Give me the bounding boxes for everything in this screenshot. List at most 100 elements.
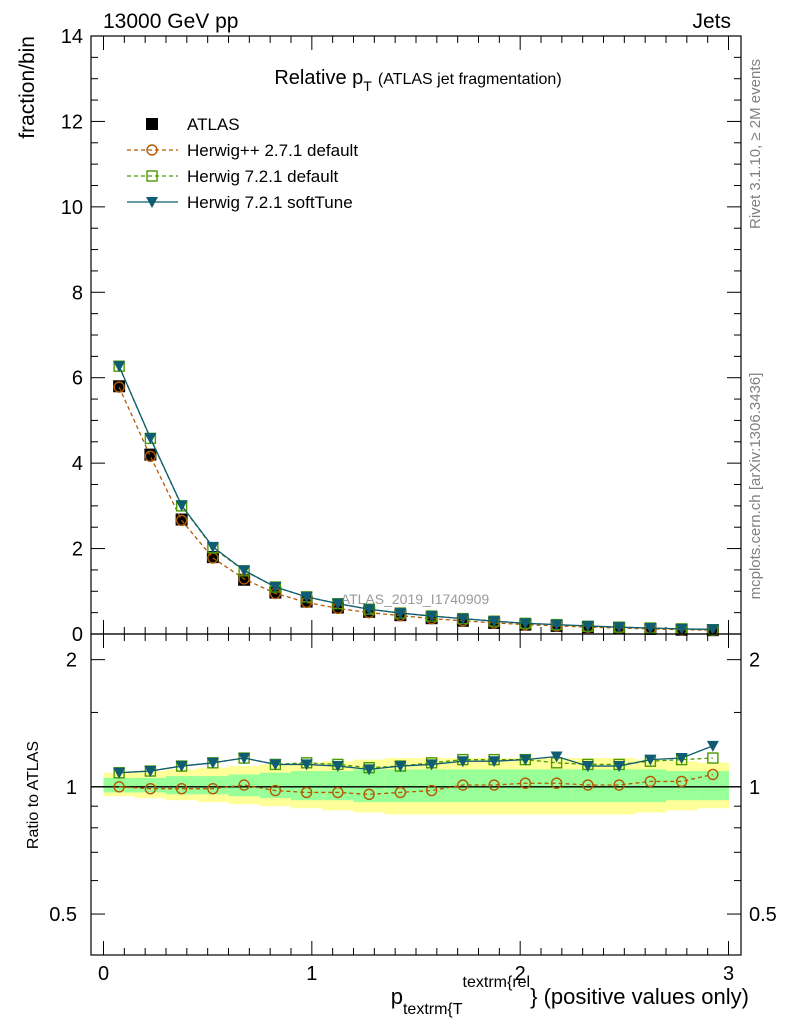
data-point	[707, 752, 719, 764]
data-point	[613, 761, 626, 773]
y-tick-label: 14	[61, 26, 83, 48]
y-tick-label: 10	[61, 197, 83, 219]
band-green	[447, 769, 479, 803]
data-point	[300, 786, 313, 799]
chart-title-main: Relative p	[274, 67, 363, 89]
x-axis-label-main: p	[391, 984, 403, 1009]
data-point	[706, 740, 719, 752]
data-point	[675, 775, 688, 788]
data-point	[175, 782, 188, 795]
data-point	[675, 623, 688, 635]
chart-title: Relative pT (ATLAS jet fragmentation)	[274, 67, 561, 94]
data-point	[582, 779, 594, 791]
x-tick-label: 1	[306, 963, 317, 985]
legend-marker	[146, 144, 158, 156]
chart-title-rest: (ATLAS jet fragmentation)	[378, 71, 562, 88]
band-green	[103, 777, 136, 793]
data-point	[456, 613, 469, 625]
y-axis-label: fraction/bin	[16, 36, 39, 139]
ratio-series	[113, 740, 719, 801]
data-point	[550, 619, 563, 631]
main-panel: Relative pT (ATLAS jet fragmentation) fra…	[16, 26, 742, 646]
data-point	[331, 598, 344, 610]
band-green	[228, 774, 261, 797]
data-point	[363, 604, 376, 616]
data-point	[519, 754, 532, 766]
x-tick-label: 2	[515, 963, 526, 985]
data-point	[456, 756, 469, 768]
data-point	[331, 761, 344, 773]
data-point	[519, 618, 532, 630]
data-point	[144, 450, 157, 463]
data-point	[457, 779, 469, 791]
band-green	[478, 769, 511, 803]
data-point	[394, 608, 407, 620]
band-green	[291, 771, 323, 801]
legend-label: Herwig++ 2.7.1 default	[187, 141, 358, 160]
ratio-y-tick-label-right: 2	[749, 650, 760, 672]
ratio-y-axis-label: Ratio to ATLAS	[25, 741, 42, 849]
header-left: 13000 GeV pp	[103, 10, 238, 33]
main-ticks: 0 2 4 6 8 10 12 14	[61, 26, 741, 646]
data-point	[206, 757, 219, 769]
analysis-watermark: ATLAS_2019_I1740909	[341, 591, 490, 607]
data-point	[113, 381, 125, 393]
data-point	[581, 761, 594, 773]
main-series	[113, 360, 719, 637]
band-green	[166, 776, 198, 795]
band-green	[603, 769, 636, 803]
data-point	[425, 611, 438, 623]
data-point	[206, 541, 219, 553]
x-axis-label: ptextrm{Ttextrm{rel} (positive values on…	[391, 974, 749, 1018]
y-tick-label: 2	[72, 539, 83, 561]
data-point	[644, 623, 657, 635]
side-text-rivet: Rivet 3.1.10, ≥ 2M events	[747, 59, 764, 229]
legend-marker	[146, 118, 158, 130]
x-axis-label-sup: textrm{rel	[463, 974, 531, 991]
data-point	[300, 759, 313, 771]
data-point	[175, 514, 188, 527]
legend-label: Herwig 7.2.1 default	[187, 167, 338, 186]
y-tick-label: 12	[61, 111, 83, 133]
data-point	[425, 759, 438, 771]
data-point	[644, 754, 657, 766]
data-point	[144, 782, 157, 795]
x-axis-label-rest: } (positive values only)	[530, 984, 749, 1009]
y-tick-label: 6	[72, 368, 83, 390]
y-tick-label: 0	[72, 624, 83, 646]
data-point	[238, 779, 250, 791]
legend-marker	[146, 197, 158, 208]
data-point	[675, 753, 688, 765]
data-point	[269, 759, 282, 771]
band-green	[384, 769, 417, 803]
data-point	[363, 788, 375, 801]
x-tick-label: 3	[723, 963, 734, 985]
data-point	[175, 500, 188, 512]
band-green	[197, 776, 229, 795]
data-point	[488, 779, 500, 791]
data-point	[300, 591, 313, 603]
data-point	[581, 620, 594, 632]
data-point	[644, 775, 657, 788]
legend-label: ATLAS	[187, 115, 240, 134]
data-point	[113, 781, 125, 793]
data-point	[113, 767, 126, 779]
data-point	[394, 761, 407, 773]
ratio-y-tick-label-right: 0.5	[749, 904, 777, 926]
data-point	[269, 582, 282, 594]
series-line-3	[118, 365, 713, 630]
band-green	[572, 769, 604, 803]
data-point	[550, 777, 563, 789]
data-point	[238, 753, 251, 765]
data-point	[706, 624, 719, 636]
y-tick-label: 8	[72, 282, 83, 304]
band-green	[134, 777, 167, 793]
band-green	[541, 769, 573, 803]
y-tick-label: 4	[72, 453, 83, 475]
legend-marker	[146, 170, 158, 182]
ratio-y-tick-label: 2	[66, 650, 77, 672]
ratio-y-tick-label: 1	[66, 777, 77, 799]
x-axis-label-sub: textrm{T	[403, 1001, 463, 1018]
ratio-panel: 0.5 0.5 1 1 2 2 0 1 2 3 Ratio to ATLAS ptextrm{Tt…	[25, 633, 777, 1018]
